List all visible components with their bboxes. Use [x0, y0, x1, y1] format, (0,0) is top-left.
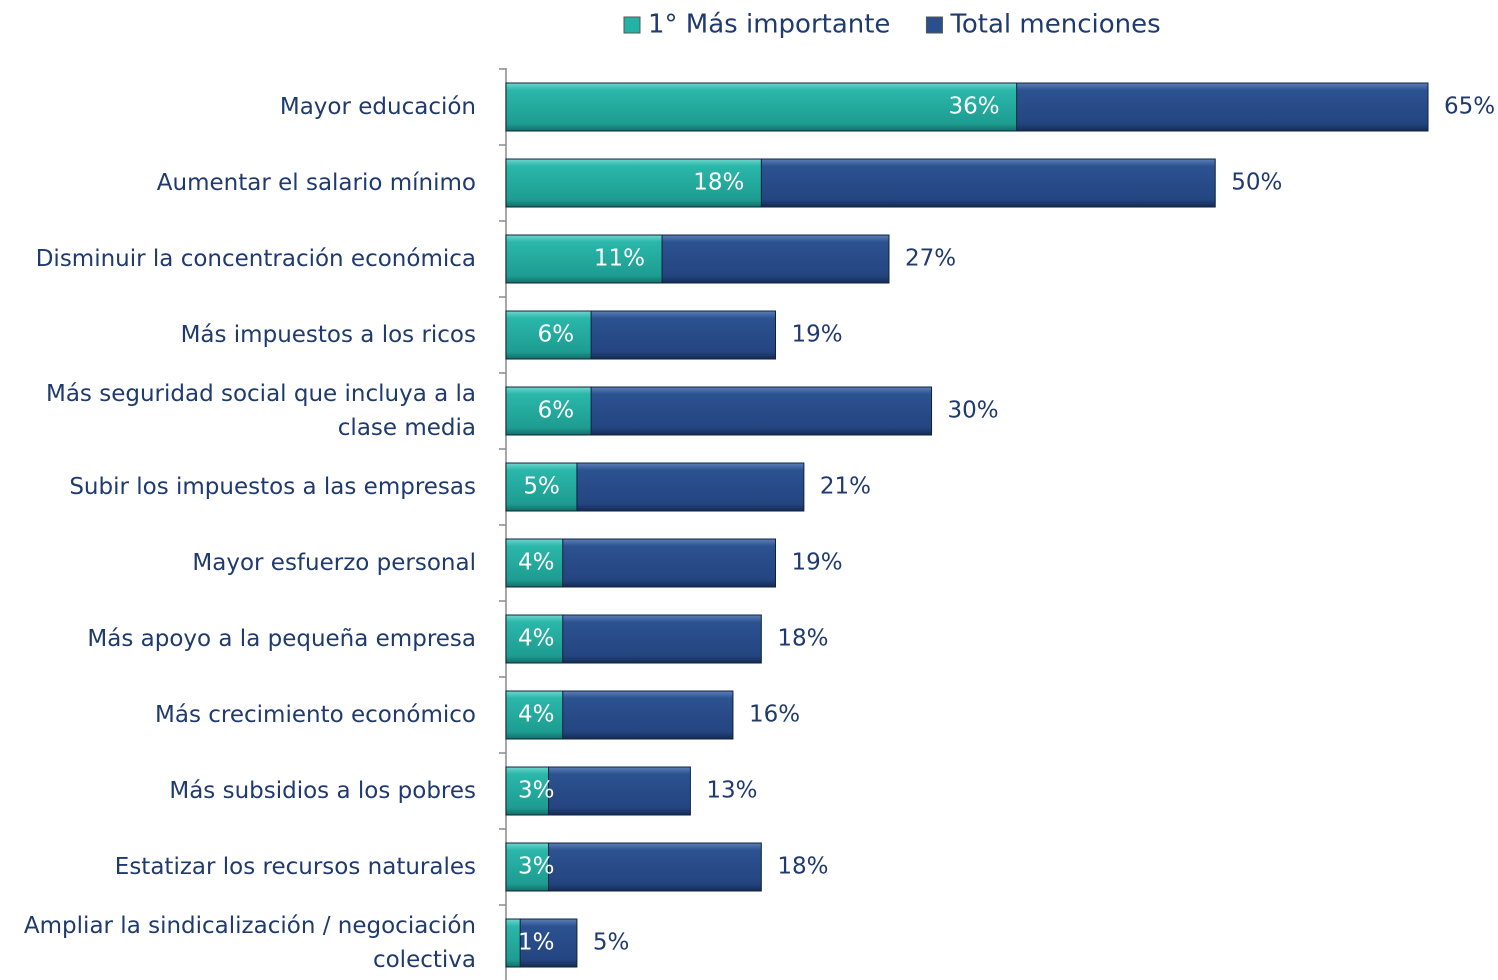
value-label: 4% — [518, 550, 555, 576]
bar — [505, 614, 564, 664]
bar — [505, 158, 762, 208]
category-label: Subir los impuestos a las empresas — [69, 474, 476, 500]
value-label: 27% — [905, 246, 956, 272]
bar — [505, 690, 564, 740]
value-label: 1% — [518, 930, 555, 956]
value-label: 18% — [777, 626, 828, 652]
legend-swatch — [925, 16, 943, 34]
category-label: Más seguridad social que incluya a la cl… — [45, 381, 476, 441]
value-label: 6% — [538, 322, 575, 348]
value-label: 4% — [518, 702, 555, 728]
category-label: Más subsidios a los pobres — [169, 778, 476, 804]
value-label: 3% — [518, 778, 555, 804]
bar — [505, 310, 592, 360]
value-label: 11% — [594, 246, 645, 272]
legend-label: Total menciones — [949, 10, 1160, 40]
category-label: Ampliar la sindicalización / negociación… — [23, 913, 476, 973]
value-label: 5% — [523, 474, 560, 500]
bar — [505, 766, 550, 816]
category-label: Aumentar el salario mínimo — [156, 170, 476, 196]
value-label: 65% — [1444, 94, 1495, 120]
value-label: 6% — [538, 398, 575, 424]
value-label: 3% — [518, 854, 555, 880]
category-label: Más apoyo a la pequeña empresa — [87, 626, 476, 652]
bar — [505, 918, 521, 968]
value-label: 19% — [792, 322, 843, 348]
category-label: Mayor educación — [279, 94, 476, 120]
legend-label: 1° Más importante — [648, 10, 890, 40]
category-label: Más impuestos a los ricos — [180, 322, 476, 348]
category-label: Disminuir la concentración económica — [35, 246, 476, 272]
bar — [505, 462, 578, 512]
value-label: 5% — [593, 930, 630, 956]
category-label: Mayor esfuerzo personal — [192, 550, 476, 576]
bar — [505, 842, 550, 892]
value-label: 18% — [693, 170, 744, 196]
value-label: 30% — [948, 398, 999, 424]
value-label: 36% — [949, 94, 1000, 120]
value-label: 50% — [1231, 170, 1282, 196]
bar — [505, 386, 592, 436]
value-label: 4% — [518, 626, 555, 652]
bar — [505, 538, 564, 588]
legend-swatch — [623, 16, 641, 34]
bar — [505, 234, 663, 284]
category-label: Más crecimiento económico — [155, 702, 476, 728]
value-label: 18% — [777, 854, 828, 880]
value-label: 21% — [820, 474, 871, 500]
value-label: 16% — [749, 702, 800, 728]
value-label: 19% — [792, 550, 843, 576]
value-label: 13% — [706, 778, 757, 804]
bar — [505, 82, 1018, 132]
category-label: Estatizar los recursos naturales — [114, 854, 476, 880]
